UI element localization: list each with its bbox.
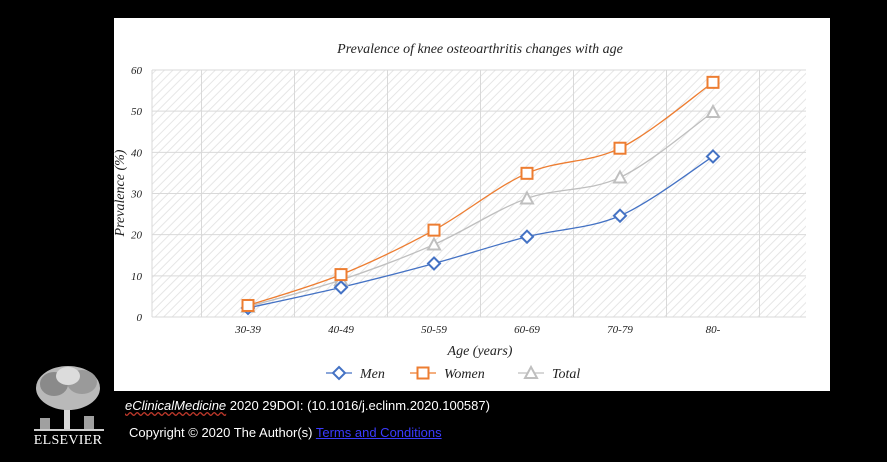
tree-icon	[34, 366, 104, 431]
x-tick-label: 60-69	[514, 324, 540, 336]
men-point	[426, 256, 442, 271]
series-lines	[240, 75, 721, 316]
men-point	[705, 149, 721, 164]
total-point	[612, 169, 628, 184]
y-tick-label: 30	[130, 189, 143, 201]
women-point	[427, 223, 441, 237]
chart-title: Prevalence of knee osteoarthritis change…	[336, 42, 623, 57]
women-point	[334, 268, 348, 282]
men-point	[519, 229, 535, 245]
men-point	[612, 208, 628, 224]
citation-details: 2020 29DOI: (10.1016/j.eclinm.2020.10058…	[226, 398, 490, 413]
legend-label-total: Total	[552, 367, 580, 382]
chart-panel: Prevalence of knee osteoarthritis change…	[114, 18, 830, 391]
y-tick-labels: 0 10 20 30 40 50 60	[130, 65, 143, 324]
y-tick-label: 20	[131, 230, 143, 242]
y-axis-label: Prevalence (%)	[114, 149, 128, 237]
legend-marker-total	[523, 364, 539, 379]
series-line-total	[247, 111, 714, 308]
y-tick-label: 50	[131, 106, 143, 118]
x-tick-label: 70-79	[607, 324, 633, 336]
women-point	[706, 75, 720, 89]
women-point	[520, 166, 534, 180]
total-point	[705, 103, 721, 118]
legend-marker-women	[416, 366, 430, 380]
y-tick-label: 60	[131, 65, 143, 77]
legend-marker-men	[331, 365, 347, 381]
women-point	[241, 298, 255, 312]
total-point	[519, 190, 535, 205]
copyright-text: Copyright © 2020 The Author(s)	[129, 425, 316, 440]
chart: Prevalence of knee osteoarthritis change…	[114, 42, 806, 382]
x-tick-label: 40-49	[328, 324, 354, 336]
citation-journal: eClinicalMedicine	[125, 398, 227, 413]
y-tick-label: 40	[131, 147, 143, 159]
x-tick-label: 50-59	[421, 324, 447, 336]
legend-label-women: Women	[444, 367, 485, 382]
total-point	[426, 236, 442, 251]
x-tick-label: 80-	[706, 324, 721, 336]
copyright-line: Copyright © 2020 The Author(s) Terms and…	[129, 425, 442, 440]
legend: Men Women Total	[326, 364, 580, 382]
citation-line: eClinicalMedicine 2020 29DOI: (10.1016/j…	[125, 398, 490, 413]
x-axis-label: Age (years)	[447, 344, 513, 359]
x-tick-label: 30-39	[234, 324, 261, 336]
elsevier-wordmark: ELSEVIER	[33, 433, 103, 448]
elsevier-logo	[26, 362, 110, 452]
women-point	[613, 141, 627, 155]
legend-label-men: Men	[359, 367, 385, 382]
terms-and-conditions-link[interactable]: Terms and Conditions	[315, 425, 442, 440]
y-tick-label: 10	[131, 271, 143, 283]
x-tick-labels: 30-39 40-49 50-59 60-69 70-79 80-	[234, 324, 721, 336]
series-line-men	[247, 155, 714, 309]
y-tick-label: 0	[137, 312, 143, 324]
men-point	[333, 279, 349, 295]
